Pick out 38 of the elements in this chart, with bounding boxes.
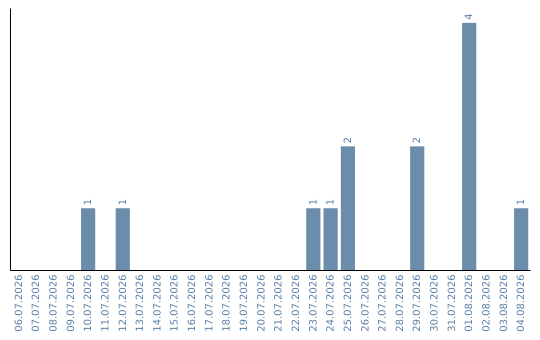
x-tick-label: 12.07.2026	[118, 274, 129, 332]
x-tick-label: 30.07.2026	[430, 274, 441, 332]
data-label: 1	[118, 198, 129, 206]
x-tick-label: 20.07.2026	[256, 274, 268, 332]
x-tick-label: 21.07.2026	[274, 274, 285, 332]
x-tick-label: 15.07.2026	[170, 274, 181, 332]
x-tick-label: 23.07.2026	[308, 274, 320, 332]
x-tick-label: 07.07.2026	[31, 274, 42, 332]
x-tick-label: 03.08.2026	[498, 274, 510, 332]
x-tick-label: 19.07.2026	[239, 274, 250, 332]
x-tick-label: 04.08.2026	[516, 274, 528, 332]
data-label: 1	[516, 198, 528, 206]
x-tick-label: 08.07.2026	[48, 274, 60, 332]
x-tick-label: 24.07.2026	[326, 274, 337, 332]
data-label: 1	[326, 198, 337, 206]
x-tick-label: 18.07.2026	[222, 274, 233, 332]
x-tick-label: 13.07.2026	[135, 274, 146, 332]
data-label: 2	[412, 137, 424, 144]
data-label: 4	[464, 13, 476, 20]
data-label: 1	[83, 198, 94, 206]
data-label: 2	[342, 137, 354, 144]
x-tick-label: 26.07.2026	[360, 274, 372, 332]
x-tick-label: 29.07.2026	[412, 274, 424, 332]
x-tick-label: 14.07.2026	[152, 274, 164, 332]
x-tick-label: 31.07.2026	[446, 274, 458, 332]
x-tick-label: 17.07.2026	[204, 274, 216, 332]
x-tick-label: 22.07.2026	[290, 274, 302, 332]
x-tick-label: 28.07.2026	[394, 274, 406, 332]
x-tick-label: 06.07.2026	[14, 274, 25, 332]
x-tick-label: 11.07.2026	[100, 274, 112, 332]
x-tick-label: 27.07.2026	[378, 274, 389, 332]
x-tick-label: 01.08.2026	[464, 274, 476, 332]
x-tick-label: 10.07.2026	[83, 274, 94, 332]
data-label: 1	[308, 198, 320, 206]
x-tick-label: 02.08.2026	[482, 274, 493, 332]
x-tick-label: 25.07.2026	[342, 274, 354, 332]
x-tick-label: 16.07.2026	[187, 274, 198, 332]
x-tick-label: 09.07.2026	[66, 274, 77, 332]
